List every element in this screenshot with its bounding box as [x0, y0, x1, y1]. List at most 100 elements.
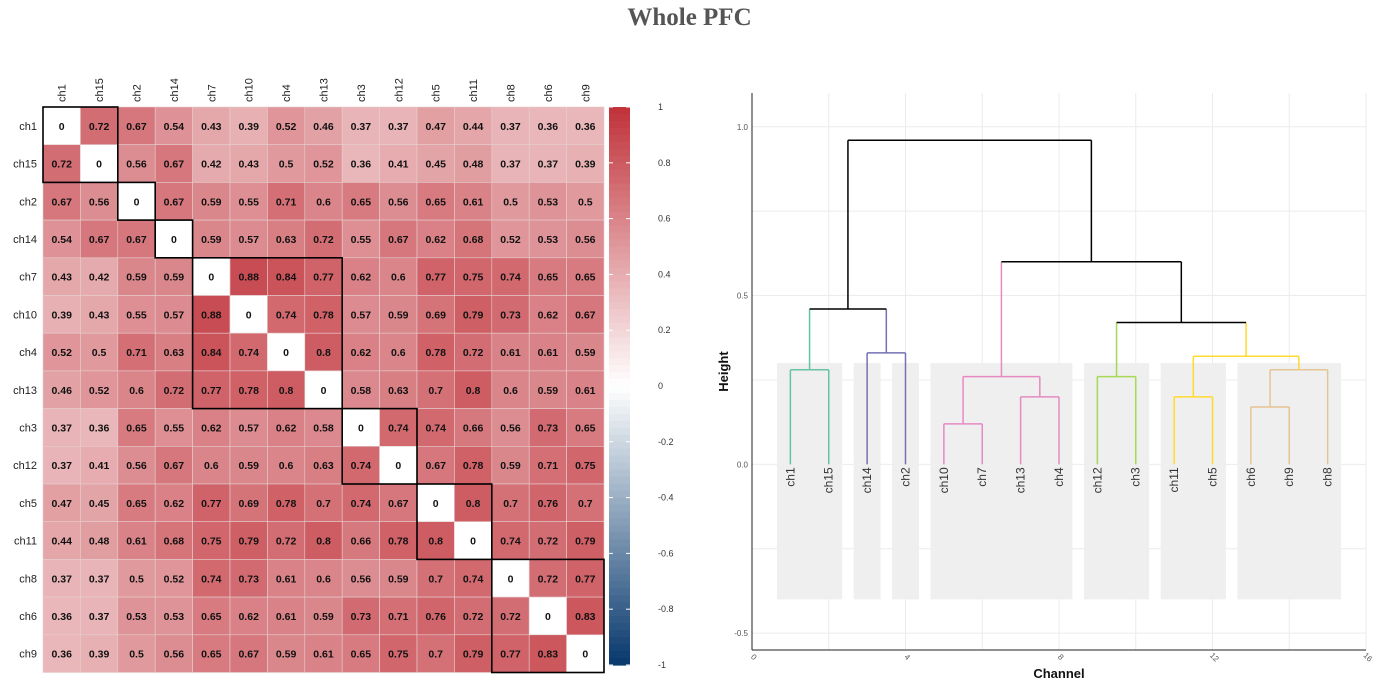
- cell-value-label: 0.37: [500, 159, 521, 171]
- cell-value-label: 0.43: [238, 159, 259, 171]
- cell-value-label: 0.59: [126, 272, 147, 284]
- cell-value-label: 0.67: [89, 234, 110, 246]
- cell-value-label: 0.44: [463, 121, 484, 133]
- colorbar-segment: [609, 204, 630, 213]
- colorbar-segment: [609, 113, 630, 122]
- heatmap-cell: [454, 634, 493, 673]
- cell-value-label: 0.75: [201, 536, 222, 548]
- heatmap-cell: [528, 257, 567, 296]
- cell-value-label: 0.52: [500, 234, 521, 246]
- cell-value-label: 0.57: [164, 309, 185, 321]
- cell-value-label: 0.74: [463, 573, 484, 585]
- cell-value-label: 0.62: [276, 422, 297, 434]
- row-label: ch5: [19, 498, 37, 510]
- colorbar-segment: [609, 253, 630, 262]
- colorbar-segment: [609, 246, 630, 255]
- heatmap-cell: [80, 521, 119, 560]
- heatmap-cell: [304, 332, 343, 372]
- heatmap-cell: [154, 596, 193, 636]
- colorbar-segment: [609, 602, 630, 610]
- cell-value-label: 0.67: [238, 649, 259, 661]
- cell-value-label: 0.7: [578, 498, 593, 510]
- cell-value-label: 0.56: [89, 196, 110, 208]
- cell-value-label: 0.84: [276, 272, 297, 284]
- cell-value-label: 0.6: [129, 385, 144, 397]
- cell-value-label: 0.41: [89, 460, 110, 472]
- cluster-box: [1160, 363, 1226, 600]
- heatmap-cell: [192, 634, 231, 673]
- cell-value-label: 0.44: [51, 536, 72, 548]
- column-label: ch1: [57, 84, 69, 102]
- heatmap-cell: [117, 521, 156, 560]
- heatmap-cell: [454, 182, 493, 221]
- cell-value-label: 0.77: [575, 573, 596, 585]
- leaf-label: ch5: [1206, 467, 1220, 487]
- cell-value-label: 0.65: [201, 611, 222, 623]
- cell-value-label: 0.75: [463, 272, 484, 284]
- colorbar-segment: [609, 281, 630, 289]
- cell-value-label: 0.57: [238, 234, 259, 246]
- colorbar-segment: [609, 295, 630, 303]
- colorbar-segment: [609, 553, 630, 561]
- cell-value-label: 0.61: [538, 347, 559, 359]
- heatmap-cell: [566, 106, 605, 146]
- cell-value-label: 0.74: [500, 272, 521, 284]
- cell-value-label: 0.74: [351, 498, 372, 510]
- heatmap-cell: [42, 634, 81, 673]
- cell-value-label: 0.71: [126, 347, 147, 359]
- cell-value-label: 0.68: [164, 536, 185, 548]
- colorbar-segment: [609, 365, 630, 373]
- heatmap-cell: [528, 445, 567, 485]
- cell-value-label: 0.61: [276, 611, 297, 623]
- cell-value-label: 0.47: [51, 498, 72, 510]
- heatmap-cell: [304, 483, 343, 523]
- colorbar-segment: [609, 616, 630, 624]
- colorbar-tick-label: 0: [658, 381, 663, 391]
- colorbar-segment: [609, 588, 630, 596]
- column-label: ch11: [468, 79, 480, 102]
- cell-value-label: 0.36: [538, 121, 559, 133]
- cell-value-label: 0.77: [201, 498, 222, 510]
- colorbar-segment: [609, 148, 630, 157]
- heatmap-cell: [454, 106, 493, 146]
- colorbar-segment: [609, 511, 630, 520]
- row-label: ch1: [19, 121, 37, 133]
- colorbar-tick-label: -0.2: [658, 437, 674, 447]
- cell-value-label: 0.74: [425, 422, 446, 434]
- heatmap-cell: [341, 559, 380, 598]
- cell-value-label: 0.6: [316, 573, 331, 585]
- cell-value-label: 0.5: [578, 196, 593, 208]
- x-tick-label: 16: [1361, 651, 1374, 664]
- cell-value-label: 0.67: [126, 121, 147, 133]
- colorbar-segment: [609, 344, 630, 352]
- cell-value-label: 0.36: [351, 159, 372, 171]
- cell-value-label: 0.56: [388, 196, 409, 208]
- cell-value-label: 0.61: [500, 347, 521, 359]
- heatmap-cell: [117, 483, 156, 523]
- heatmap-cell: [267, 106, 306, 146]
- heatmap-cell: [154, 634, 193, 673]
- cluster-block-outline: [42, 106, 119, 184]
- colorbar-segment: [609, 316, 630, 324]
- cell-value-label: 0.59: [201, 234, 222, 246]
- heatmap-cell: [192, 596, 231, 636]
- leaf-label: ch3: [1129, 467, 1143, 487]
- cell-value-label: 0.74: [201, 573, 222, 585]
- colorbar-segment: [609, 462, 630, 471]
- colorbar-segment: [609, 323, 630, 331]
- colorbar-tick-label: 0.2: [658, 325, 671, 335]
- cell-value-label: 0.42: [201, 159, 222, 171]
- cell-value-label: 0.71: [388, 611, 409, 623]
- heatmap-cell: [566, 445, 605, 485]
- column-label: ch9: [580, 84, 592, 102]
- cell-value-label: 0.59: [538, 385, 559, 397]
- heatmap-cell: [304, 445, 343, 485]
- cell-value-label: 0: [321, 385, 327, 397]
- heatmap-cell: [117, 559, 156, 598]
- cell-value-label: 0.52: [276, 121, 297, 133]
- cell-value-label: 0.47: [425, 121, 446, 133]
- cell-value-label: 0.5: [129, 573, 144, 585]
- heatmap-cell: [117, 144, 156, 183]
- heatmap-cell: [229, 408, 268, 447]
- heatmap-cell: [566, 408, 605, 447]
